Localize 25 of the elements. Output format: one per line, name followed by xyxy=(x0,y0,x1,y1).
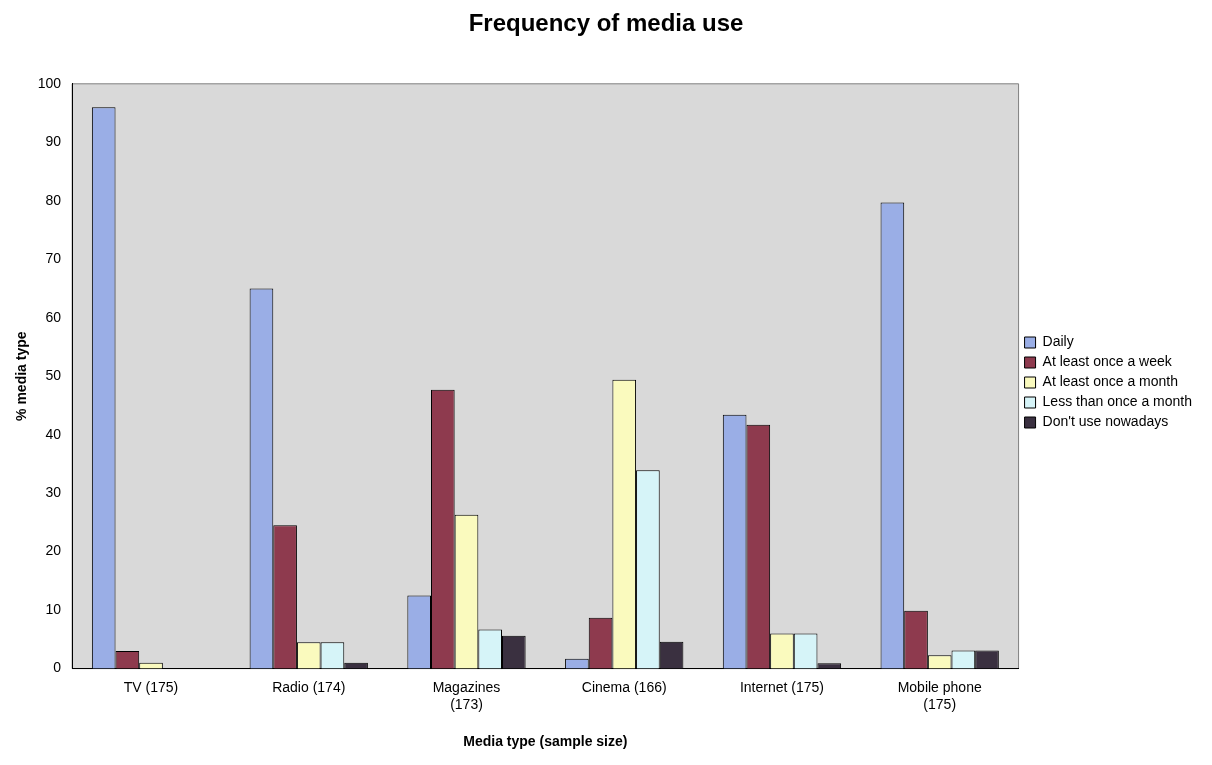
x-tick-label: Cinema (166) xyxy=(581,678,667,695)
x-axis-title: Media type (sample size) xyxy=(463,733,628,750)
legend-label: At least once a week xyxy=(1042,353,1173,370)
y-tick-label: 50 xyxy=(45,367,62,384)
legend-label: At least once a month xyxy=(1042,373,1178,390)
y-tick-label: 30 xyxy=(45,484,62,501)
chart-title: Frequency of media use xyxy=(468,9,744,37)
legend-label: Daily xyxy=(1042,333,1074,350)
y-tick-label: 80 xyxy=(45,191,62,208)
legend-label: Don't use nowadays xyxy=(1042,413,1169,430)
y-tick-label: 0 xyxy=(53,659,62,676)
y-tick-label: 90 xyxy=(45,133,62,150)
y-tick-label: 60 xyxy=(45,308,62,325)
y-tick-label: 70 xyxy=(45,250,62,267)
y-tick-label: 40 xyxy=(45,425,62,442)
y-tick-label: 20 xyxy=(45,542,62,559)
x-tick-label: Internet (175) xyxy=(739,678,824,695)
x-tick-label: Magazines (173) xyxy=(432,678,501,712)
x-tick-label: TV (175) xyxy=(123,678,179,695)
legend-label: Less than once a month xyxy=(1042,393,1192,410)
x-tick-label: Radio (174) xyxy=(272,678,346,695)
y-tick-label: 100 xyxy=(37,74,62,91)
y-axis-title: % media type xyxy=(13,331,30,421)
x-tick-label: Mobile phone (175) xyxy=(897,678,982,712)
y-tick-label: 10 xyxy=(45,600,62,617)
